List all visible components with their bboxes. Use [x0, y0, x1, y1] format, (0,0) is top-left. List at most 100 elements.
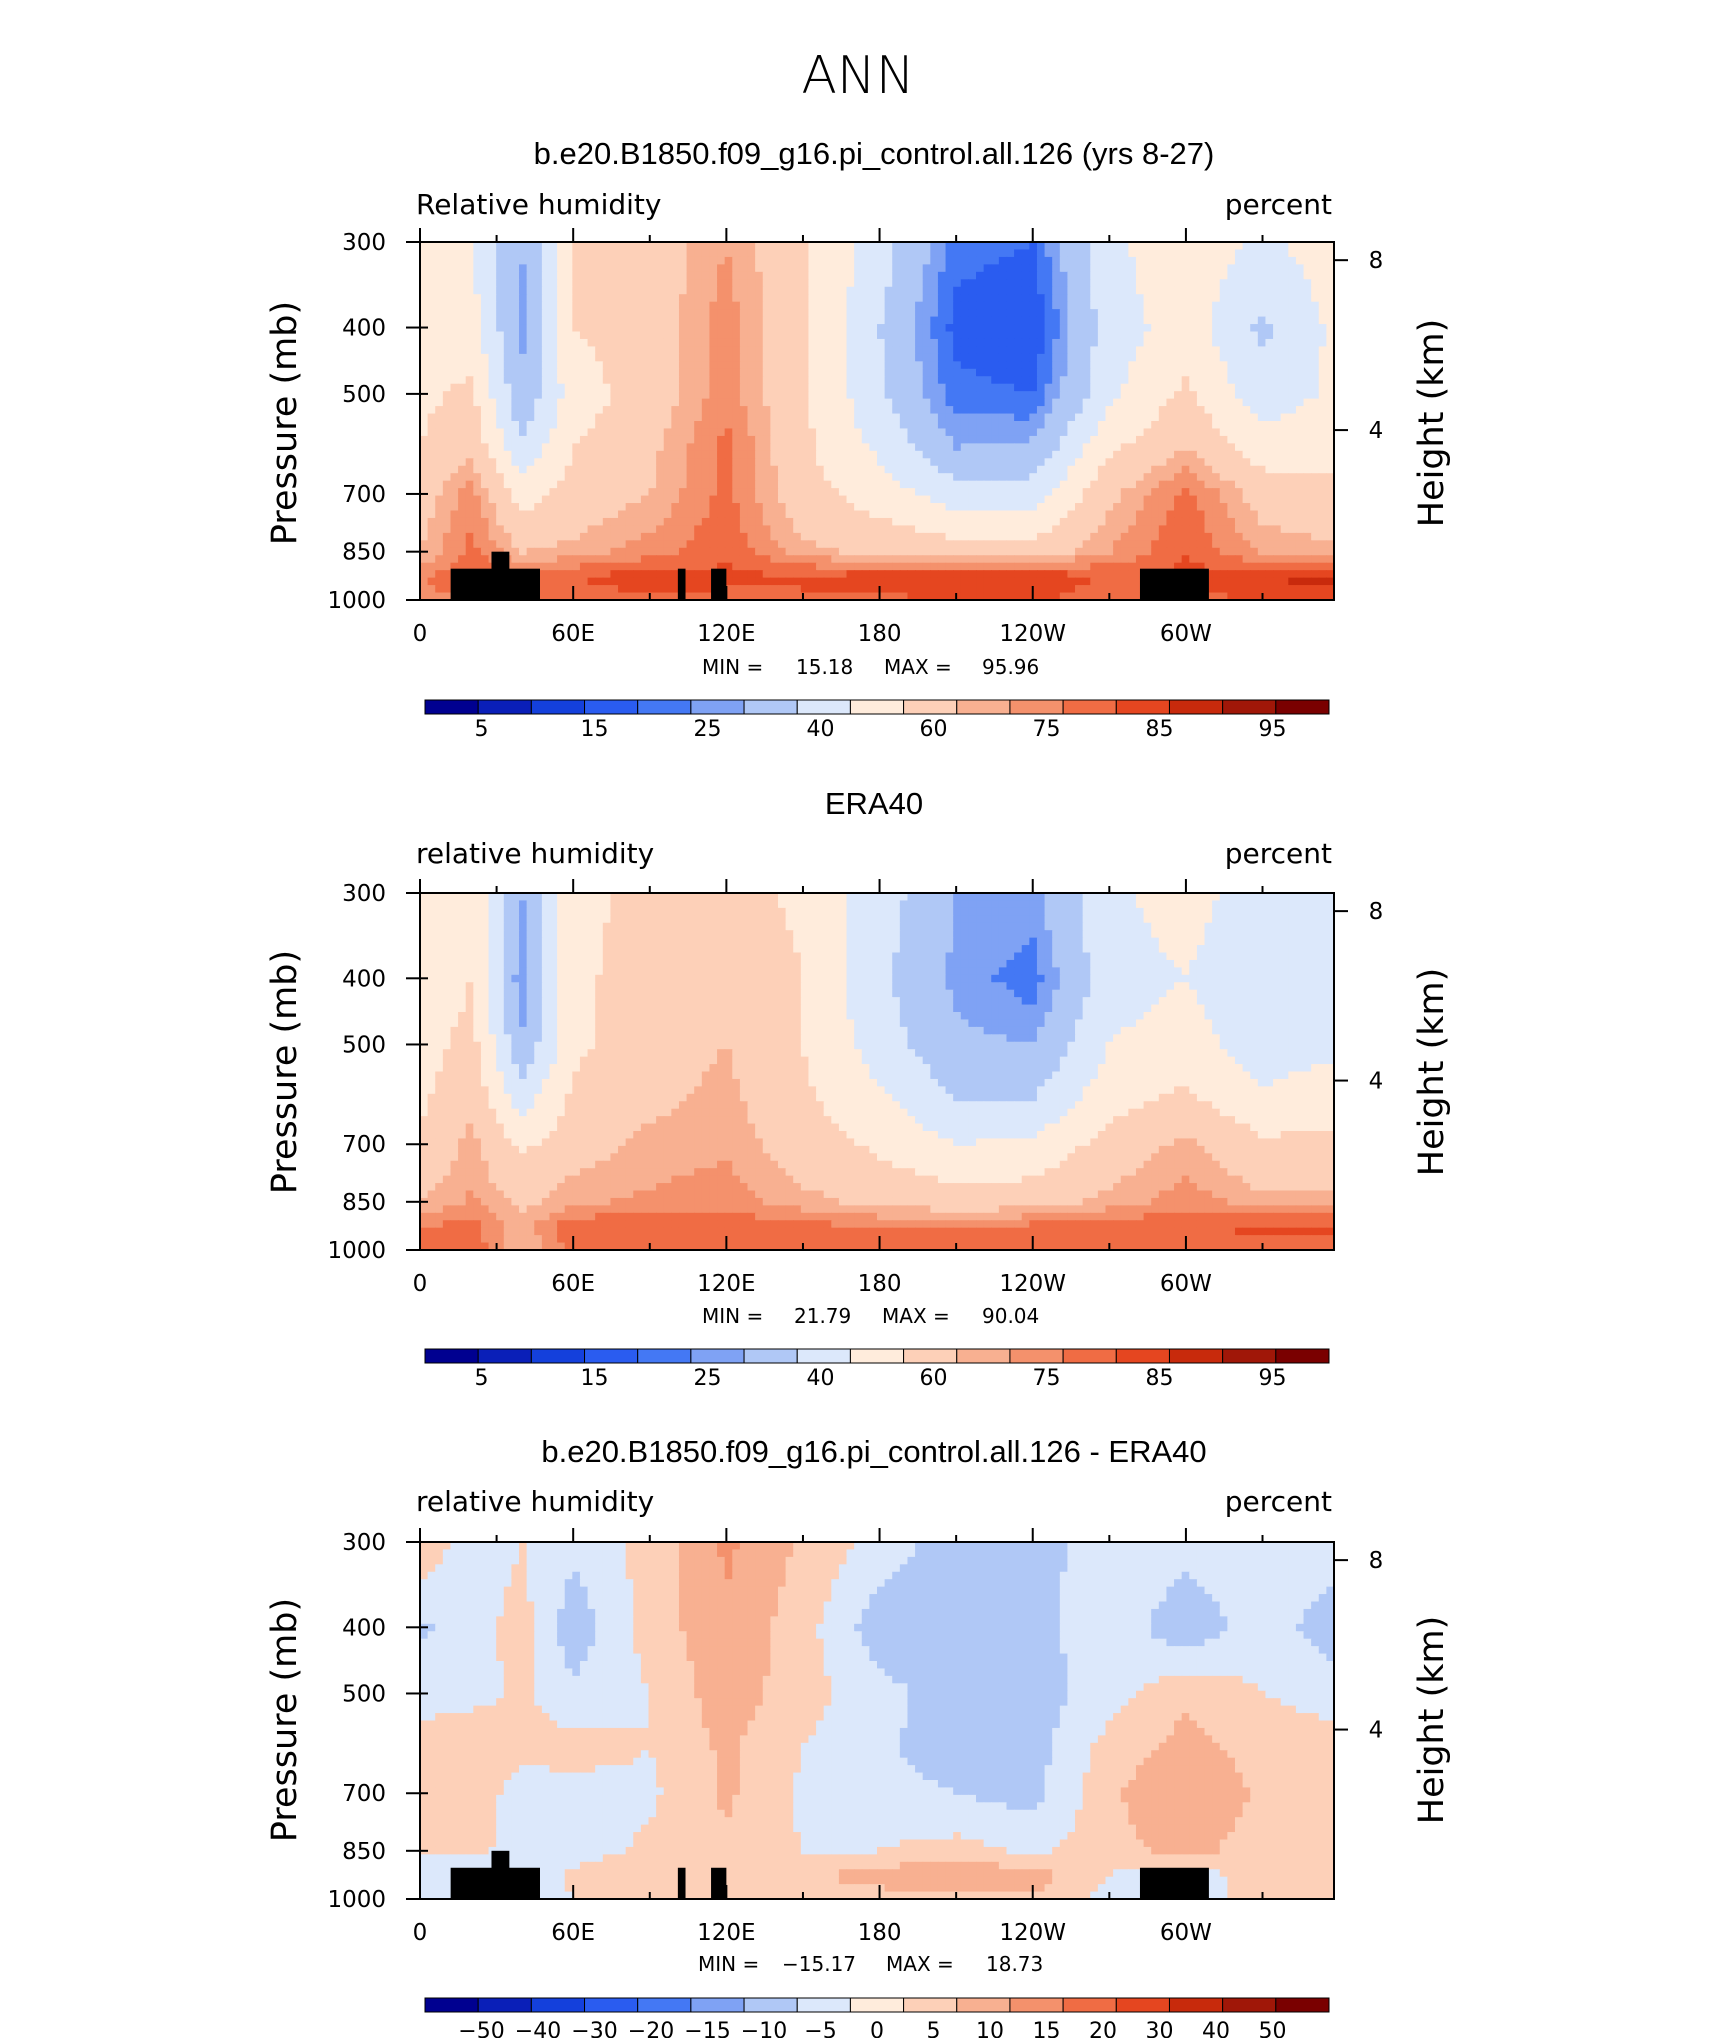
- right-label: percent: [1225, 837, 1332, 870]
- colorbar-label: 60: [920, 717, 948, 742]
- colorbar-label: −30: [571, 2019, 617, 2038]
- x-tick-label: 60W: [1160, 1271, 1212, 1297]
- x-tick-label: 120E: [697, 621, 755, 647]
- colorbar-swatch: [477, 1997, 532, 2013]
- max-value: 18.73: [986, 1952, 1043, 1976]
- panel-title: b.e20.B1850.f09_g16.pi_control.all.126 (…: [534, 136, 1215, 171]
- y-tick-label: 300: [342, 881, 386, 907]
- colorbar-label: 5: [475, 717, 489, 742]
- colorbar-label: 20: [1089, 2019, 1117, 2038]
- colorbar-label: 40: [807, 717, 835, 742]
- y-tick-label: 1000: [327, 1887, 386, 1913]
- panel-title: ERA40: [825, 786, 923, 821]
- colorbar-label: 85: [1146, 717, 1174, 742]
- colorbar: 5 15 25 40 60 75 85 95: [424, 1348, 1330, 1391]
- min-value: −15.17: [782, 1952, 856, 1976]
- colorbar-swatch: [530, 1997, 586, 2013]
- y-tick-label: 400: [342, 1615, 386, 1641]
- y-tick-label: 400: [342, 966, 386, 992]
- y-tick-label: 400: [342, 316, 386, 342]
- y-tick-label: 850: [342, 1190, 386, 1216]
- colorbar-label: 30: [1146, 2019, 1174, 2038]
- right-label: percent: [1225, 188, 1332, 221]
- colorbar-swatch: [1062, 1997, 1117, 2013]
- y2-tick-label: 4: [1369, 1069, 1384, 1095]
- colorbar-swatch: [690, 1997, 745, 2013]
- colorbar-swatch: [1168, 699, 1224, 715]
- colorbar-swatch: [956, 699, 1011, 715]
- colorbar-swatch: [530, 699, 586, 715]
- colorbar-swatch: [849, 1997, 905, 2013]
- y-axis-label: Pressure (mb): [265, 301, 305, 545]
- x-tick-label: 0: [413, 1271, 428, 1297]
- x-tick-label: 180: [858, 1920, 902, 1946]
- colorbar-swatch: [1275, 1348, 1330, 1364]
- colorbar-swatch: [1062, 1348, 1117, 1364]
- panel-era40: ERA40 relative humidity percent 0 60E 120E…: [265, 786, 1452, 1391]
- y-tick-label: 700: [342, 1132, 386, 1158]
- colorbar-swatch: [1222, 1348, 1277, 1364]
- colorbar-swatch: [1222, 699, 1277, 715]
- colorbar-label: −20: [628, 2019, 674, 2038]
- colorbar-label: 5: [475, 1366, 489, 1391]
- y2-tick-label: 8: [1369, 248, 1384, 274]
- x-tick-label: 180: [858, 621, 902, 647]
- colorbar-swatch: [1222, 1997, 1277, 2013]
- colorbar-swatch: [1275, 699, 1330, 715]
- y-tick-label: 300: [342, 230, 386, 256]
- panel-title: b.e20.B1850.f09_g16.pi_control.all.126 -…: [541, 1434, 1206, 1469]
- x-tick-label: 60W: [1160, 621, 1212, 647]
- colorbar-swatch: [690, 1348, 745, 1364]
- x-tick-label: 60E: [551, 1920, 595, 1946]
- left-label: relative humidity: [416, 1485, 654, 1518]
- colorbar: −50 −40 −30 −20 −15 −10 −5 0 5 10 15 20 30 40 50: [424, 1997, 1330, 2038]
- colorbar-swatch: [424, 699, 479, 715]
- panel-difference: b.e20.B1850.f09_g16.pi_control.all.126 -…: [265, 1434, 1452, 2038]
- colorbar-label: 95: [1259, 1366, 1287, 1391]
- colorbar-label: 10: [976, 2019, 1004, 2038]
- colorbar-label: 15: [581, 717, 609, 742]
- colorbar-label: −10: [741, 2019, 787, 2038]
- contour-plot: 0 60E 120E 180 120W 60W 300 400 500 700 850 1000 8 4: [327, 1528, 1383, 1946]
- colorbar-swatch: [477, 1348, 532, 1364]
- colorbar-label: 5: [927, 2019, 941, 2038]
- plot-frame: [419, 892, 1335, 1251]
- colorbar-label: 0: [870, 2019, 884, 2038]
- colorbar-label: 15: [581, 1366, 609, 1391]
- colorbar-swatch: [1115, 1348, 1170, 1364]
- colorbar-swatch: [424, 1997, 479, 2013]
- colorbar-swatch: [796, 1997, 851, 2013]
- x-tick-label: 120W: [999, 621, 1066, 647]
- min-label: MIN =: [702, 1304, 763, 1328]
- y-tick-label: 700: [342, 482, 386, 508]
- y-tick-label: 700: [342, 1781, 386, 1807]
- colorbar-swatch: [743, 699, 798, 715]
- y2-axis-label: Height (km): [1412, 1616, 1452, 1825]
- min-label: MIN =: [698, 1952, 759, 1976]
- colorbar-swatch: [796, 1348, 851, 1364]
- colorbar-label: 50: [1259, 2019, 1287, 2038]
- colorbar-swatch: [637, 699, 692, 715]
- max-value: 95.96: [982, 655, 1039, 679]
- colorbar-swatch: [903, 1997, 958, 2013]
- x-tick-label: 0: [413, 1920, 428, 1946]
- colorbar-label: 60: [920, 1366, 948, 1391]
- colorbar-swatch: [477, 699, 532, 715]
- colorbar-swatch: [1275, 1997, 1330, 2013]
- colorbar-swatch: [1062, 699, 1117, 715]
- colorbar-label: 25: [694, 1366, 722, 1391]
- min-label: MIN =: [702, 655, 763, 679]
- colorbar-label: 40: [807, 1366, 835, 1391]
- min-value: 15.18: [796, 655, 853, 679]
- y-tick-label: 1000: [327, 588, 386, 614]
- panel-model: b.e20.B1850.f09_g16.pi_control.all.126 (…: [265, 136, 1452, 742]
- colorbar-swatch: [584, 1348, 639, 1364]
- y-tick-label: 850: [342, 1839, 386, 1865]
- max-label: MAX =: [882, 1304, 950, 1328]
- figure-title: ANN: [801, 46, 914, 106]
- colorbar-label: 85: [1146, 1366, 1174, 1391]
- x-tick-label: 120E: [697, 1271, 755, 1297]
- colorbar-label: −40: [515, 2019, 561, 2038]
- x-tick-label: 60W: [1160, 1920, 1212, 1946]
- min-value: 21.79: [794, 1304, 851, 1328]
